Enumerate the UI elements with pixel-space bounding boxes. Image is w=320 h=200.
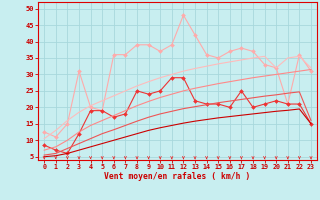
X-axis label: Vent moyen/en rafales ( km/h ): Vent moyen/en rafales ( km/h ) xyxy=(104,172,251,181)
